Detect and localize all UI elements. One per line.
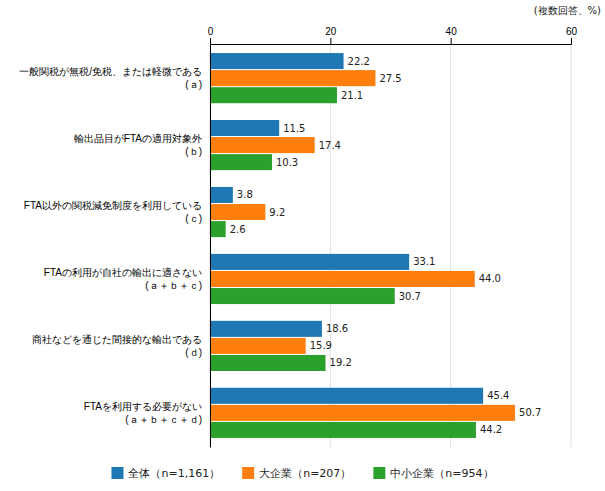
bar bbox=[210, 53, 344, 69]
data-label: 17.4 bbox=[319, 140, 341, 151]
tick-label: FTAを利用する必要がない(ａ＋ｂ＋ｃ＋ｄ) bbox=[84, 401, 202, 425]
bar bbox=[210, 338, 306, 354]
grid-line bbox=[210, 44, 211, 447]
tick-label: 60 bbox=[566, 26, 578, 37]
tick: 60 bbox=[566, 26, 578, 44]
data-label: 33.1 bbox=[413, 256, 435, 267]
data-label: 21.1 bbox=[341, 90, 363, 101]
grid-line bbox=[330, 44, 331, 447]
tick: FTAの利用が自社の輸出に適さない(ａ＋ｂ＋ｃ) bbox=[44, 267, 210, 291]
legend-label: 大企業（n=207） bbox=[259, 467, 351, 480]
grid bbox=[210, 44, 571, 447]
tick-label: 一般関税が無税/免税、または軽微である(ａ) bbox=[19, 66, 202, 90]
data-label: 10.3 bbox=[276, 157, 298, 168]
bar bbox=[210, 254, 409, 270]
data-label: 11.5 bbox=[283, 123, 305, 134]
bar bbox=[210, 221, 226, 237]
tick-label: FTA以外の関税減免制度を利用している(ｃ) bbox=[24, 200, 202, 224]
legend-swatch bbox=[373, 467, 385, 479]
axis-line bbox=[211, 38, 572, 45]
tick: FTAを利用する必要がない(ａ＋ｂ＋ｃ＋ｄ) bbox=[84, 401, 210, 425]
tick: 輸出品目がFTAの適用対象外(ｂ) bbox=[74, 133, 210, 157]
bar bbox=[210, 422, 476, 438]
data-label: 22.2 bbox=[348, 56, 370, 67]
bar bbox=[210, 87, 337, 103]
legend-swatch bbox=[242, 467, 254, 479]
bar bbox=[210, 321, 322, 337]
tick-mark bbox=[451, 38, 452, 44]
tick-label: 20 bbox=[325, 26, 337, 37]
bar bbox=[210, 154, 272, 170]
bar bbox=[210, 137, 315, 153]
tick-label: 商社などを通じた間接的な輸出である(ｄ) bbox=[32, 334, 202, 358]
tick: 一般関税が無税/免税、または軽微である(ａ) bbox=[19, 66, 210, 90]
tick-label: 40 bbox=[446, 26, 458, 37]
tick-label: FTAの利用が自社の輸出に適さない(ａ＋ｂ＋ｃ) bbox=[44, 267, 202, 291]
chart: 22.2 11.5 3.8 33.1 18.6 45.4 27.5 17.4 9.2 44.0 15… bbox=[0, 0, 605, 491]
data-label: 15.9 bbox=[310, 340, 332, 351]
tick: 商社などを通じた間接的な輸出である(ｄ) bbox=[32, 334, 210, 358]
tick-label: 0 bbox=[208, 26, 214, 37]
bar bbox=[210, 187, 233, 203]
bar bbox=[210, 355, 326, 371]
tick: FTA以外の関税減免制度を利用している(ｃ) bbox=[24, 200, 210, 224]
tick-mark bbox=[330, 38, 331, 44]
legend-label: 全体（n=1,161） bbox=[128, 467, 220, 480]
data-label: 44.2 bbox=[480, 424, 502, 435]
bar bbox=[210, 204, 265, 220]
legend-item: 全体（n=1,161） bbox=[111, 467, 220, 480]
legend-item: 大企業（n=207） bbox=[242, 467, 351, 480]
tick-mark bbox=[210, 38, 211, 44]
bar bbox=[210, 70, 375, 86]
tick-label: 輸出品目がFTAの適用対象外(ｂ) bbox=[74, 133, 202, 157]
bar bbox=[210, 271, 475, 287]
y-axis: 一般関税が無税/免税、または軽微である(ａ) 輸出品目がFTAの適用対象外(ｂ) F… bbox=[19, 45, 210, 448]
axis-line bbox=[210, 45, 211, 448]
bar bbox=[210, 388, 483, 404]
bar bbox=[210, 288, 395, 304]
data-labels: 22.2 11.5 3.8 33.1 18.6 45.4 27.5 17.4 9.2 44.0 15… bbox=[230, 56, 542, 436]
tick: 20 bbox=[325, 26, 337, 44]
data-label: 3.8 bbox=[237, 189, 253, 200]
legend: 全体（n=1,161） 大企業（n=207） 中小企業（n=954） bbox=[111, 467, 493, 480]
annotation: (複数回答、%) bbox=[534, 5, 601, 16]
grid-line bbox=[450, 44, 451, 447]
bar bbox=[210, 120, 279, 136]
data-label: 44.0 bbox=[479, 273, 501, 284]
legend-item: 中小企業（n=954） bbox=[373, 467, 493, 480]
bar bbox=[210, 405, 515, 421]
data-label: 2.6 bbox=[230, 224, 246, 235]
data-label: 18.6 bbox=[326, 323, 348, 334]
tick: 0 bbox=[208, 26, 214, 44]
data-label: 45.4 bbox=[487, 390, 509, 401]
legend-swatch bbox=[111, 467, 123, 479]
x-axis: 0 20 40 60 bbox=[208, 26, 578, 45]
data-label: 50.7 bbox=[519, 407, 541, 418]
data-label: 30.7 bbox=[399, 291, 421, 302]
tick: 40 bbox=[446, 26, 458, 44]
tick-mark bbox=[571, 38, 572, 44]
data-label: 27.5 bbox=[379, 73, 401, 84]
legend-label: 中小企業（n=954） bbox=[390, 467, 493, 480]
data-label: 9.2 bbox=[269, 207, 285, 218]
plot: 22.2 11.5 3.8 33.1 18.6 45.4 27.5 17.4 9.2 44.0 15… bbox=[19, 26, 577, 448]
data-label: 19.2 bbox=[330, 357, 352, 368]
grid-line bbox=[571, 44, 572, 447]
bars bbox=[210, 53, 515, 438]
